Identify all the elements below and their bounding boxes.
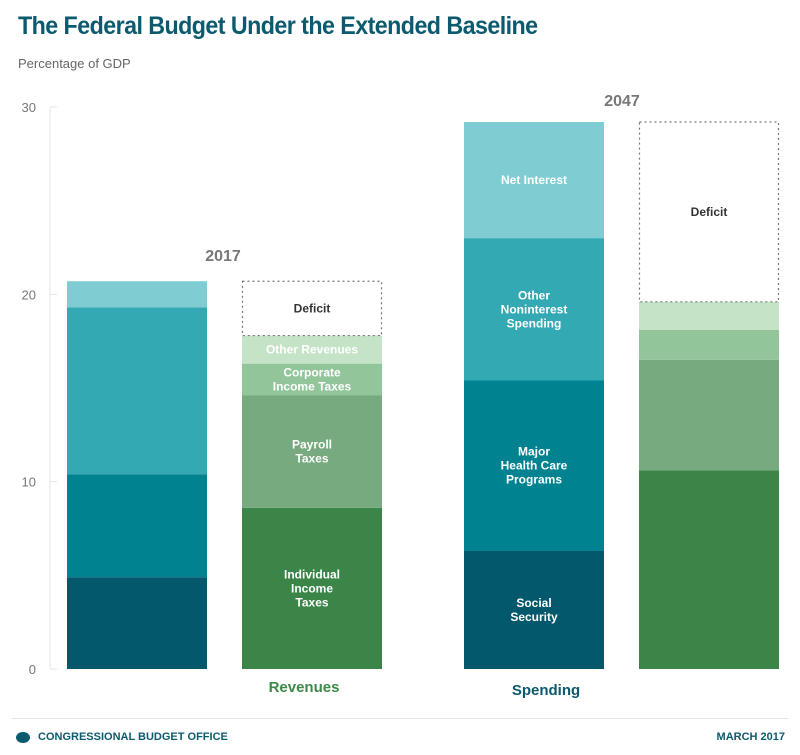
segment-label-net-interest: Net Interest xyxy=(501,173,567,187)
segment-label-social-security: Social xyxy=(516,596,551,610)
segment-label-other-noninterest-spending: Noninterest xyxy=(501,302,568,316)
segment-label-deficit: Deficit xyxy=(691,205,728,219)
bar-segment-social-security-2047 xyxy=(464,550,604,669)
bar-segment-net-interest-2017 xyxy=(67,281,207,308)
segment-label-major-health-care-programs: Health Care xyxy=(501,459,568,473)
chart-title: The Federal Budget Under the Extended Ba… xyxy=(18,12,538,40)
y-tick-label: 30 xyxy=(22,100,36,115)
cbo-logo-icon xyxy=(16,731,30,743)
footer-divider xyxy=(12,718,788,719)
bar-segment-major-health-care-programs-2047 xyxy=(464,380,604,551)
segment-label-corporate-income-taxes: Corporate xyxy=(283,366,341,380)
bar-segment-payroll-taxes-2047 xyxy=(639,359,779,471)
y-tick-label: 20 xyxy=(22,287,36,302)
bar-segment-other-noninterest-spending-2017 xyxy=(67,307,207,475)
segment-label-major-health-care-programs: Major xyxy=(518,445,550,459)
bar-segment-payroll-taxes-2017 xyxy=(242,395,382,508)
segment-label-individual-income-taxes: Individual xyxy=(284,567,340,581)
segment-label-deficit: Deficit xyxy=(294,301,331,315)
segment-label-other-noninterest-spending: Spending xyxy=(507,316,562,330)
bar-segment-social-security-2017 xyxy=(67,577,207,669)
year-label-2017: 2017 xyxy=(205,248,241,265)
segment-label-other-noninterest-spending: Other xyxy=(518,288,550,302)
segment-label-individual-income-taxes: Income xyxy=(291,581,333,595)
bar-segment-corporate-income-taxes-2047 xyxy=(639,329,779,360)
bar-segment-major-health-care-programs-2017 xyxy=(67,474,207,578)
footer-organization: CONGRESSIONAL BUDGET OFFICE xyxy=(16,731,228,743)
bar-segment-individual-income-taxes-2017 xyxy=(242,507,382,669)
segment-label-major-health-care-programs: Programs xyxy=(506,473,562,487)
labels: IndividualIncomeTaxesPayrollTaxesCorpora… xyxy=(205,93,727,699)
group-label-revenues: Revenues xyxy=(269,679,340,696)
y-tick-label: 10 xyxy=(22,475,36,490)
segment-label-payroll-taxes: Taxes xyxy=(295,452,328,466)
y-axis: 0 10 20 30 xyxy=(22,100,57,677)
bar-segment-other-revenues-2017 xyxy=(242,335,382,364)
segment-label-individual-income-taxes: Taxes xyxy=(295,595,328,609)
bar-segment-deficit-2017 xyxy=(241,280,383,337)
group-label-spending: Spending xyxy=(512,682,580,699)
bar-segment-net-interest-2047 xyxy=(464,121,604,239)
bar-segment-corporate-income-taxes-2017 xyxy=(242,363,382,396)
bars xyxy=(67,121,780,669)
year-label-2047: 2047 xyxy=(604,93,640,110)
y-tick-label: 0 xyxy=(29,662,36,677)
footer-date: MARCH 2017 xyxy=(716,731,785,743)
segment-label-corporate-income-taxes: Income Taxes xyxy=(273,380,352,394)
segment-label-other-revenues: Other Revenues xyxy=(266,343,358,357)
bar-segment-other-noninterest-spending-2047 xyxy=(464,238,604,381)
y-axis-label: Percentage of GDP xyxy=(18,56,131,71)
segment-label-social-security: Security xyxy=(510,610,558,624)
bar-segment-other-revenues-2047 xyxy=(639,301,779,330)
bar-segment-individual-income-taxes-2047 xyxy=(639,470,779,669)
organization-name: CONGRESSIONAL BUDGET OFFICE xyxy=(38,731,228,743)
segment-label-payroll-taxes: Payroll xyxy=(292,438,332,452)
